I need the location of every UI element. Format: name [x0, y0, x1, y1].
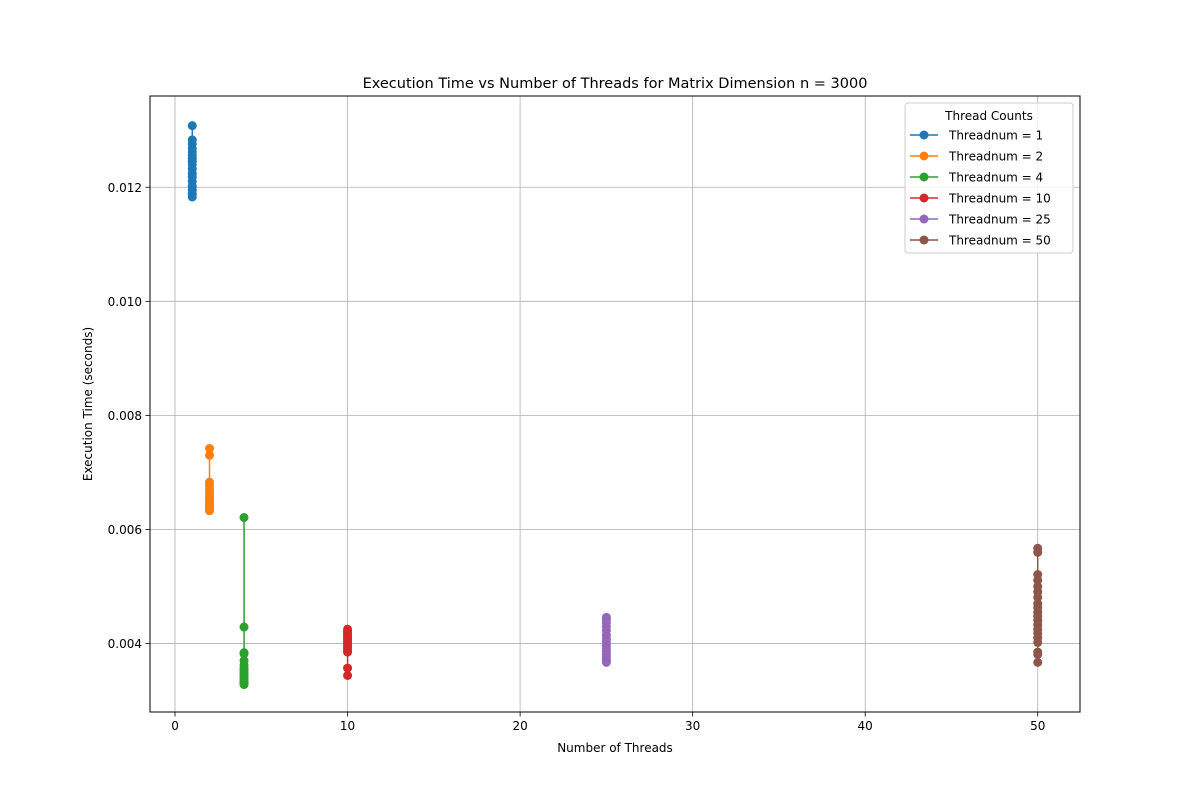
- x-axis-label: Number of Threads: [557, 741, 673, 755]
- x-tick-label: 30: [685, 719, 700, 733]
- data-point: [1033, 637, 1043, 647]
- legend-item: Threadnum = 50: [910, 234, 1051, 248]
- y-tick-label: 0.008: [108, 409, 142, 423]
- legend-label: Threadnum = 4: [948, 171, 1043, 185]
- x-tick-label: 50: [1030, 719, 1045, 733]
- series-6: [1033, 543, 1043, 667]
- series-1: [187, 121, 197, 202]
- data-point: [1033, 657, 1043, 667]
- data-point: [205, 443, 215, 453]
- x-tick-label: 20: [512, 719, 527, 733]
- data-point: [343, 647, 353, 657]
- legend-item: Threadnum = 25: [910, 213, 1051, 227]
- x-tick-label: 40: [858, 719, 873, 733]
- legend-label: Threadnum = 25: [948, 213, 1051, 227]
- data-point: [1033, 592, 1043, 602]
- data-point: [205, 450, 215, 460]
- data-point: [239, 680, 249, 690]
- data-point: [239, 622, 249, 632]
- legend-marker: [919, 214, 929, 224]
- data-point: [239, 513, 249, 522]
- y-axis: 0.004 0.006 0.008 0.010 0.012: [108, 181, 150, 651]
- y-tick-label: 0.006: [108, 523, 142, 537]
- legend-marker: [919, 193, 929, 203]
- data-point: [1033, 547, 1043, 557]
- data-point: [187, 192, 197, 202]
- data-point: [601, 657, 611, 667]
- chart-title: Execution Time vs Number of Threads for …: [363, 76, 868, 92]
- legend-item: Threadnum = 2: [910, 150, 1043, 164]
- y-tick-label: 0.010: [108, 295, 142, 309]
- series-layer: [187, 121, 1043, 690]
- legend-marker: [919, 235, 929, 245]
- legend-marker: [919, 151, 929, 161]
- y-tick-label: 0.012: [108, 181, 142, 195]
- data-point: [343, 671, 353, 680]
- plot-frame: [149, 95, 1081, 713]
- series-5: [601, 612, 611, 667]
- y-axis-label: Execution Time (seconds): [81, 327, 95, 481]
- legend-marker: [919, 130, 929, 140]
- legend-item: Threadnum = 4: [910, 171, 1043, 185]
- x-tick-label: 0: [171, 719, 179, 733]
- legend-label: Threadnum = 10: [948, 192, 1051, 206]
- data-point: [205, 506, 215, 516]
- y-tick-label: 0.004: [108, 637, 142, 651]
- data-point: [239, 649, 249, 659]
- legend: Thread Counts Threadnum = 1 Threadnum = 2…: [904, 102, 1074, 254]
- legend-marker: [919, 172, 929, 182]
- series-3: [239, 513, 249, 690]
- x-axis: 0 10 20 30 40 50: [171, 712, 1045, 733]
- legend-label: Threadnum = 50: [948, 234, 1051, 248]
- legend-item: Threadnum = 1: [910, 129, 1043, 143]
- data-point: [187, 121, 197, 131]
- data-point: [1033, 649, 1043, 659]
- legend-label: Threadnum = 2: [948, 150, 1043, 164]
- legend-frame: [904, 102, 1074, 254]
- data-point: [343, 663, 353, 673]
- series-2: [205, 443, 215, 516]
- legend-label: Threadnum = 1: [948, 129, 1043, 143]
- legend-title: Thread Counts: [944, 109, 1033, 123]
- legend-item: Threadnum = 10: [910, 192, 1051, 206]
- data-point: [1033, 575, 1043, 585]
- series-4: [343, 624, 353, 680]
- x-tick-label: 10: [340, 719, 355, 733]
